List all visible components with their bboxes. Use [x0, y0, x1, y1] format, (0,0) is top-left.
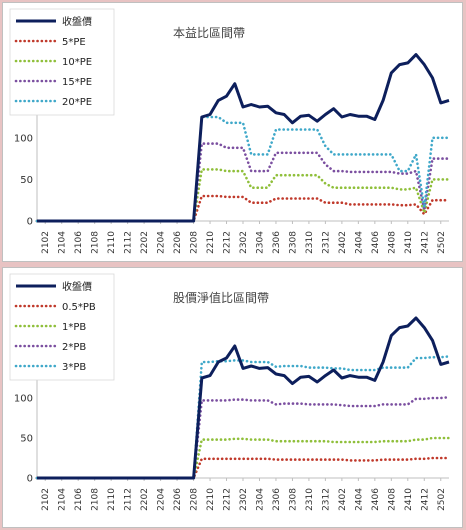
x-tick-label: 2306: [272, 488, 282, 511]
x-tick-label: 2208: [190, 488, 200, 511]
x-tick-label: 2110: [107, 488, 117, 511]
legend-label: 15*PE: [62, 77, 92, 88]
legend-label: 收盤價: [62, 280, 92, 293]
x-tick-label: 2310: [305, 231, 315, 254]
x-tick-label: 2202: [140, 488, 150, 511]
x-tick-label: 2106: [74, 231, 84, 254]
legend-label: 20*PE: [62, 97, 92, 108]
series-line-4: [35, 115, 451, 223]
series-line-0: [37, 53, 450, 223]
chart-title: 股價淨值比區間帶: [173, 290, 269, 305]
y-tick-label: 0: [27, 217, 33, 228]
x-tick-label: 2410: [404, 488, 414, 511]
x-tick-label: 2206: [173, 231, 183, 254]
x-tick-label: 2410: [404, 231, 414, 254]
x-tick-label: 2202: [140, 231, 150, 254]
y-tick-label: 0: [27, 474, 33, 485]
series-line-0: [37, 316, 450, 480]
y-tick-label: 50: [20, 175, 33, 186]
x-tick-label: 2412: [420, 488, 430, 511]
x-tick-label: 2402: [338, 231, 348, 254]
x-tick-label: 2212: [223, 488, 233, 511]
x-tick-label: 2308: [288, 488, 298, 511]
legend-box: [9, 8, 115, 116]
x-tick-label: 2306: [272, 231, 282, 254]
x-tick-label: 2502: [437, 488, 447, 511]
legend-label: 收盤價: [62, 15, 92, 28]
chart-title: 本益比區間帶: [173, 26, 245, 40]
x-tick-label: 2308: [288, 231, 298, 254]
x-tick-label: 2104: [58, 488, 68, 511]
x-tick-label: 2108: [91, 231, 101, 254]
x-tick-label: 2102: [41, 488, 51, 511]
legend-box: [9, 273, 115, 381]
legend-label: 10*PE: [62, 57, 92, 68]
series-line-1: [35, 194, 451, 223]
x-tick-label: 2408: [387, 231, 397, 254]
x-tick-label: 2106: [74, 488, 84, 511]
x-tick-label: 2402: [338, 488, 348, 511]
x-tick-label: 2310: [305, 488, 315, 511]
x-tick-label: 2302: [239, 488, 249, 511]
y-tick-label: 100: [14, 394, 33, 405]
legend-label: 0.5*PB: [62, 302, 96, 313]
x-tick-label: 2208: [190, 231, 200, 254]
series-line-3: [35, 142, 451, 223]
pb-band-chart: 0501001502002502102210421062108211021122…: [9, 273, 451, 511]
legend-label: 1*PB: [62, 322, 86, 333]
x-tick-label: 2408: [387, 488, 397, 511]
x-tick-label: 2304: [255, 231, 265, 254]
pe-band-chart: 0501001502002502102210421062108211021122…: [9, 8, 451, 254]
x-tick-label: 2210: [206, 231, 216, 254]
x-tick-label: 2112: [124, 231, 134, 254]
legend-label: 3*PB: [62, 362, 86, 373]
x-tick-label: 2206: [173, 488, 183, 511]
legend-label: 2*PB: [62, 342, 86, 353]
x-tick-label: 2406: [371, 231, 381, 254]
y-tick-label: 100: [14, 133, 33, 144]
x-tick-label: 2404: [354, 231, 364, 254]
x-tick-label: 2102: [41, 231, 51, 254]
x-tick-label: 2406: [371, 488, 381, 511]
x-tick-label: 2204: [157, 231, 167, 254]
series-line-2: [35, 168, 451, 223]
x-tick-label: 2108: [91, 488, 101, 511]
x-tick-label: 2210: [206, 488, 216, 511]
x-tick-label: 2312: [321, 231, 331, 254]
series-line-3: [35, 395, 451, 480]
series-line-1: [35, 456, 451, 480]
x-tick-label: 2302: [239, 231, 249, 254]
x-tick-label: 2404: [354, 488, 364, 511]
x-tick-label: 2110: [107, 231, 117, 254]
x-tick-label: 2204: [157, 488, 167, 511]
y-tick-label: 50: [20, 434, 33, 445]
pb-band-chart-panel: 0501001502002502102210421062108211021122…: [2, 267, 463, 528]
legend-label: 5*PE: [62, 37, 86, 48]
x-tick-label: 2104: [58, 231, 68, 254]
x-tick-label: 2212: [223, 231, 233, 254]
x-tick-label: 2112: [124, 488, 134, 511]
x-tick-label: 2304: [255, 488, 265, 511]
pe-band-chart-panel: 0501001502002502102210421062108211021122…: [2, 2, 463, 262]
x-tick-label: 2502: [437, 231, 447, 254]
x-tick-label: 2312: [321, 488, 331, 511]
x-tick-label: 2412: [420, 231, 430, 254]
